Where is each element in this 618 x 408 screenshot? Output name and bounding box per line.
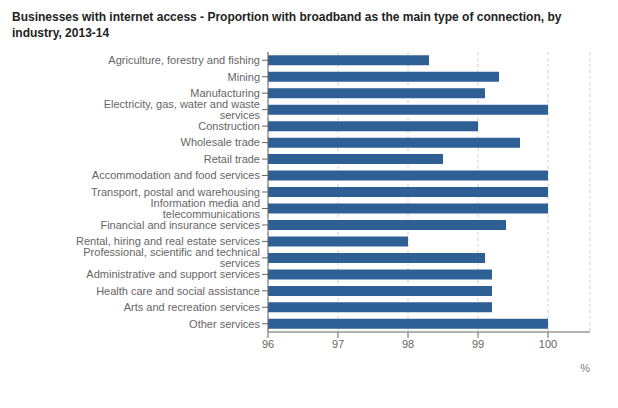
- svg-text:%: %: [580, 362, 590, 374]
- svg-text:Health care and social assista: Health care and social assistance: [96, 285, 260, 297]
- svg-text:Construction: Construction: [198, 120, 260, 132]
- svg-text:Agriculture, forestry and fish: Agriculture, forestry and fishing: [108, 54, 260, 66]
- svg-text:Professional, scientific and t: Professional, scientific and technicalse…: [83, 246, 260, 269]
- svg-text:Other services: Other services: [189, 318, 260, 330]
- svg-text:100: 100: [539, 338, 557, 350]
- svg-text:Administrative and support ser: Administrative and support services: [86, 268, 260, 280]
- svg-text:Information media andtelecommu: Information media andtelecommunications: [151, 197, 261, 220]
- svg-text:Rental, hiring and real estate: Rental, hiring and real estate services: [76, 235, 260, 248]
- svg-text:Transport, postal and warehous: Transport, postal and warehousing: [91, 186, 260, 199]
- svg-text:Retail trade: Retail trade: [204, 153, 260, 165]
- html-text:Businesses with internet acces: Businesses with internet access - Propor…: [12, 10, 562, 40]
- svg-text:97: 97: [332, 338, 344, 350]
- svg-text:96: 96: [262, 338, 274, 350]
- svg-text:Wholesale trade: Wholesale trade: [181, 137, 261, 149]
- svg-text:99: 99: [472, 338, 484, 350]
- svg-text:Mining: Mining: [228, 71, 260, 83]
- svg-text:Electricity, gas, water and wa: Electricity, gas, water and wasteservice…: [104, 98, 261, 121]
- svg-text:Accommodation and food service: Accommodation and food services: [92, 170, 261, 182]
- svg-text:98: 98: [402, 338, 414, 350]
- svg-text:Arts and recreation services: Arts and recreation services: [124, 301, 261, 313]
- svg-text:Manufacturing: Manufacturing: [190, 87, 260, 100]
- svg-text:Financial and insurance servic: Financial and insurance services: [100, 219, 260, 231]
